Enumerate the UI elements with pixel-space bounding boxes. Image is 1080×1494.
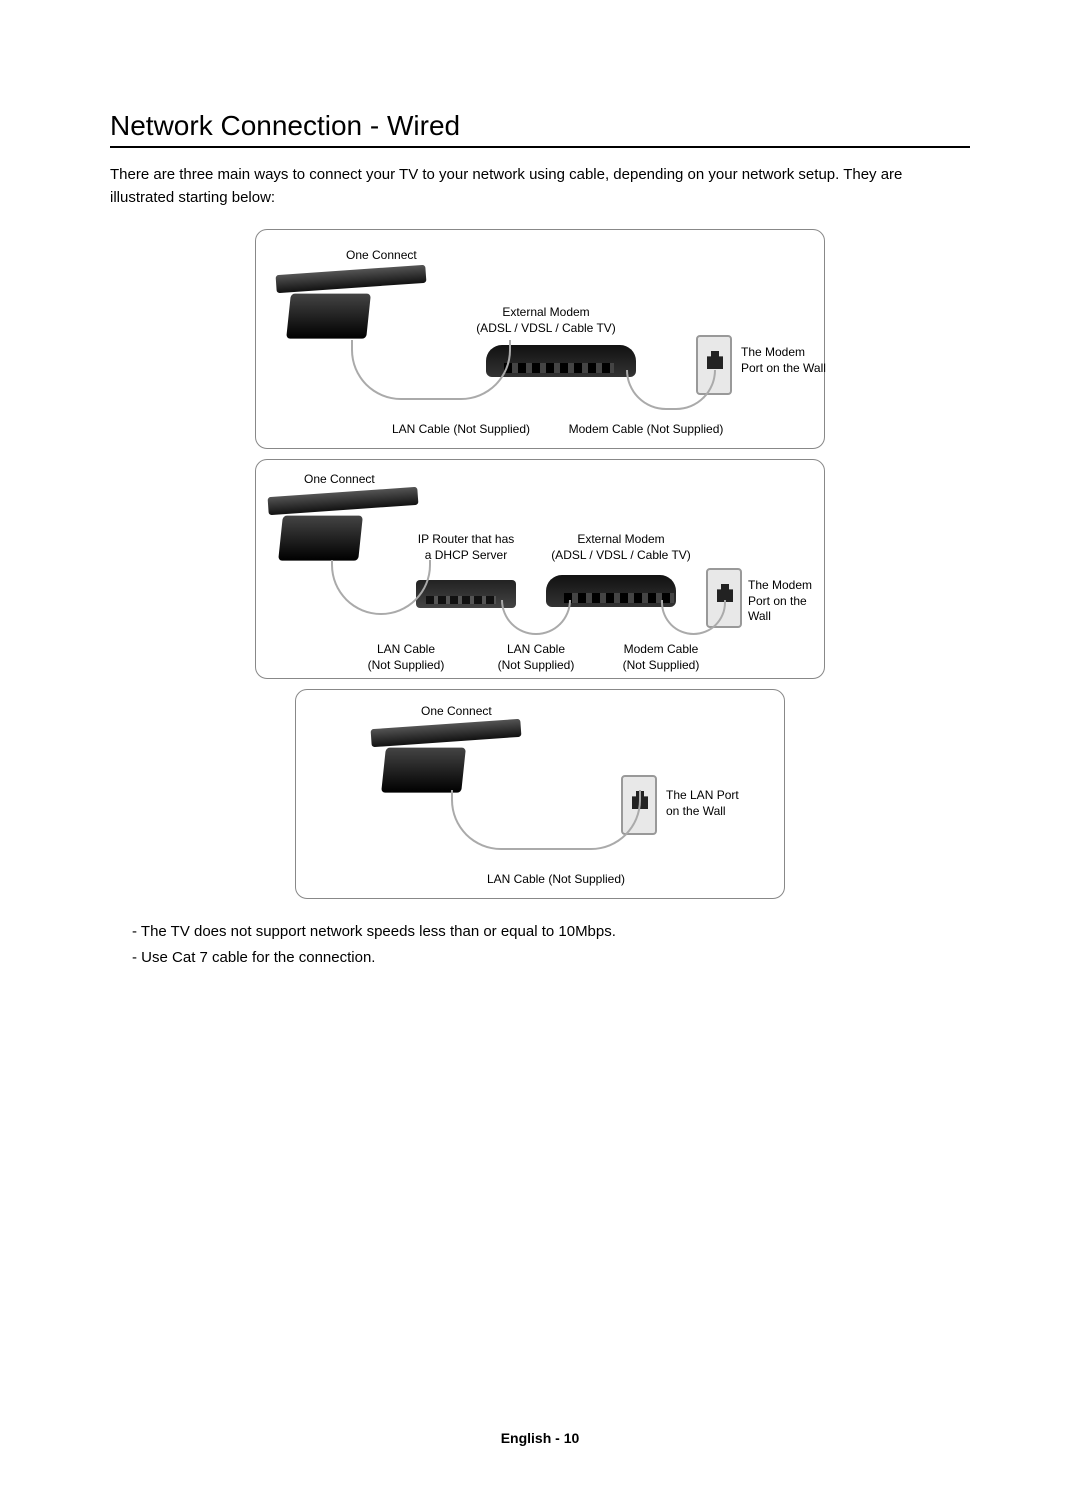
d1-modem-port-l1: The Modem	[741, 345, 805, 359]
d2-modem-port-l1: The Modem	[748, 578, 812, 592]
d2-external-modem-label: External Modem (ADSL / VDSL / Cable TV)	[541, 532, 701, 563]
d3-one-connect-label: One Connect	[421, 704, 492, 720]
d2-lan2-l2: (Not Supplied)	[498, 658, 575, 672]
note-1: The TV does not support network speeds l…	[110, 919, 970, 945]
d2-modem-port-l2: Port on the	[748, 594, 807, 608]
cable-icon	[351, 340, 511, 400]
d2-modemc-l1: Modem Cable	[624, 642, 699, 656]
page-footer: English - 10	[0, 1430, 1080, 1446]
page-title: Network Connection - Wired	[110, 110, 970, 148]
cable-icon	[501, 600, 571, 635]
d2-ext-modem-l2: (ADSL / VDSL / Cable TV)	[551, 548, 691, 562]
d1-modem-cable-label: Modem Cable (Not Supplied)	[556, 422, 736, 438]
d1-external-modem-label: External Modem (ADSL / VDSL / Cable TV)	[456, 305, 636, 336]
d2-ext-modem-l1: External Modem	[577, 532, 664, 546]
cable-icon	[331, 560, 431, 615]
d3-lanport-l1: The LAN Port	[666, 788, 739, 802]
one-connect-device-icon	[371, 719, 522, 747]
d1-modem-port-label: The Modem Port on the Wall	[741, 345, 871, 376]
d2-modemc-l2: (Not Supplied)	[623, 658, 700, 672]
intro-text: There are three main ways to connect you…	[110, 164, 970, 209]
d2-lan1-l1: LAN Cable	[377, 642, 435, 656]
d1-ext-modem-l2: (ADSL / VDSL / Cable TV)	[476, 321, 616, 335]
d3-lan-cable-label: LAN Cable (Not Supplied)	[466, 872, 646, 888]
cable-icon	[451, 790, 641, 850]
cable-icon	[661, 600, 726, 635]
one-connect-device-icon	[276, 265, 427, 293]
diagram-2: One Connect IP Router that has a DHCP Se…	[255, 459, 825, 679]
diagram-1: One Connect External Modem (ADSL / VDSL …	[255, 229, 825, 449]
d1-modem-port-l2: Port on the Wall	[741, 361, 826, 375]
d1-one-connect-label: One Connect	[346, 248, 417, 264]
cable-icon	[626, 370, 716, 410]
diagrams-container: One Connect External Modem (ADSL / VDSL …	[110, 229, 970, 899]
notes-list: The TV does not support network speeds l…	[110, 919, 970, 970]
d2-router-l2: a DHCP Server	[425, 548, 507, 562]
d2-modem-port-l3: Wall	[748, 609, 771, 623]
d2-lan-cable2-label: LAN Cable (Not Supplied)	[481, 642, 591, 673]
note-2: Use Cat 7 cable for the connection.	[110, 945, 970, 971]
d2-modem-port-label: The Modem Port on the Wall	[748, 578, 828, 625]
d3-lan-port-label: The LAN Port on the Wall	[666, 788, 766, 819]
d1-lan-cable-label: LAN Cable (Not Supplied)	[371, 422, 551, 438]
d2-lan1-l2: (Not Supplied)	[368, 658, 445, 672]
d3-lanport-l2: on the Wall	[666, 804, 726, 818]
d2-lan2-l1: LAN Cable	[507, 642, 565, 656]
d2-router-l1: IP Router that has	[418, 532, 515, 546]
d2-lan-cable1-label: LAN Cable (Not Supplied)	[351, 642, 461, 673]
d2-modem-cable-label: Modem Cable (Not Supplied)	[606, 642, 716, 673]
d1-ext-modem-l1: External Modem	[502, 305, 589, 319]
one-connect-device-icon	[268, 487, 419, 515]
diagram-3: One Connect The LAN Port on the Wall LAN…	[295, 689, 785, 899]
d2-router-label: IP Router that has a DHCP Server	[401, 532, 531, 563]
d2-one-connect-label: One Connect	[304, 472, 375, 488]
